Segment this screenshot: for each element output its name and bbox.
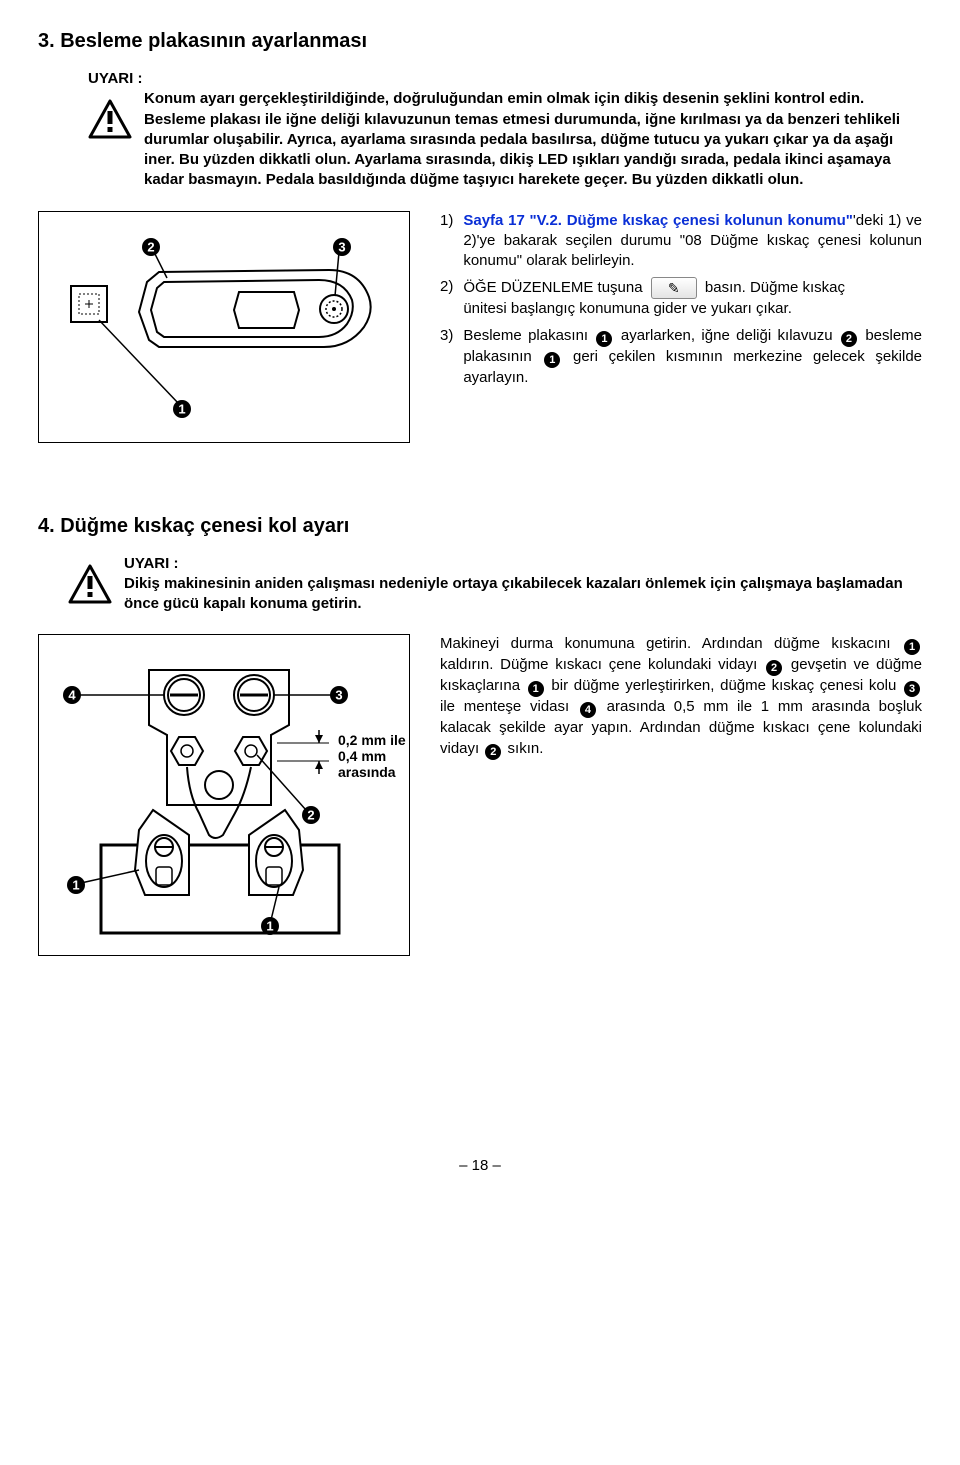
warning-triangle-icon xyxy=(88,99,132,139)
section4-paragraph: Makineyi durma konumuna getirin. Ardında… xyxy=(440,634,922,759)
section4-title: 4. Düğme kıskaç çenesi kol ayarı xyxy=(38,513,922,540)
callout-1b: 1 xyxy=(544,352,560,368)
warn3-label: UYARI : xyxy=(88,69,912,89)
s3-item3-b: ayarlarken, iğne deliği kılavuzu xyxy=(621,327,833,344)
c1b: 1 xyxy=(528,681,544,697)
svg-text:1: 1 xyxy=(178,401,185,416)
s3-item1-num: 1) xyxy=(440,211,453,272)
s4-g: sıkın. xyxy=(508,740,544,757)
s3-item3: 3) Besleme plakasını 1 ayarlarken, iğne … xyxy=(440,326,922,388)
s3-item3-d: geri çekilen kısmının merkezine gelecek … xyxy=(463,348,922,386)
warn3-body: Konum ayarı gerçekleştirildiğinde, doğru… xyxy=(144,90,900,188)
s3-item2-b: basın. Düğme kıskaç xyxy=(705,279,845,296)
svg-text:3: 3 xyxy=(335,688,342,703)
figure-dimension-label: 0,2 mm ile 0,4 mm arasında xyxy=(338,732,428,780)
c2b: 2 xyxy=(485,744,501,760)
s4-e: ile menteşe vidası xyxy=(440,698,569,715)
callout-1: 1 xyxy=(596,331,612,347)
s3-item2: 2) ÖĞE DÜZENLEME tuşuna ✎ basın. Düğme k… xyxy=(440,277,922,319)
s3-item3-a: Besleme plakasını xyxy=(463,327,588,344)
section3-title: 3. Besleme plakasının ayarlanması xyxy=(38,28,922,55)
figure-feed-plate: 2 3 1 xyxy=(38,211,410,443)
section3-warning: UYARI : Konum ayarı gerçekleştirildiğind… xyxy=(88,69,922,191)
c1: 1 xyxy=(904,639,920,655)
warn4-body: Dikiş makinesinin aniden çalışması neden… xyxy=(124,575,903,612)
svg-text:2: 2 xyxy=(307,808,314,823)
warning-triangle-icon-2 xyxy=(68,564,112,604)
svg-text:4: 4 xyxy=(68,688,76,703)
c2: 2 xyxy=(766,660,782,676)
s3-item3-num: 3) xyxy=(440,326,453,388)
s3-item1: 1) Sayfa 17 "V.2. Düğme kıskaç çenesi ko… xyxy=(440,211,922,272)
svg-text:1: 1 xyxy=(72,878,79,893)
edit-button-icon: ✎ xyxy=(651,277,697,299)
c3: 3 xyxy=(904,681,920,697)
c4: 4 xyxy=(580,702,596,718)
callout-2: 2 xyxy=(841,331,857,347)
svg-text:3: 3 xyxy=(338,239,345,254)
warn4-label: UYARI : xyxy=(124,554,912,574)
figure-chuck-lever-wrap: 4 3 2 1 1 0,2 mm ile 0,4 mm arasında xyxy=(38,634,410,956)
section4-warning: UYARI : Dikiş makinesinin aniden çalışma… xyxy=(68,554,912,615)
figure-chuck-lever: 4 3 2 1 1 xyxy=(38,634,410,956)
s3-item1-link: Sayfa 17 "V.2. Düğme kıskaç çenesi kolun… xyxy=(463,212,853,229)
s4-a: Makineyi durma konumuna getirin. Ardında… xyxy=(440,635,891,652)
s3-item2-a: ÖĞE DÜZENLEME tuşuna xyxy=(463,279,642,296)
svg-text:2: 2 xyxy=(147,239,154,254)
s4-b: kaldırın. Düğme kıskacı çene kolundaki v… xyxy=(440,656,757,673)
svg-text:1: 1 xyxy=(266,919,273,934)
s3-item2-c: ünitesi başlangıç konumuna gider ve yuka… xyxy=(463,300,792,317)
s4-d: bir düğme yerleştirirken, düğme kıskaç ç… xyxy=(551,677,896,694)
s3-item2-num: 2) xyxy=(440,277,453,319)
page-number: – 18 – xyxy=(38,1156,922,1176)
